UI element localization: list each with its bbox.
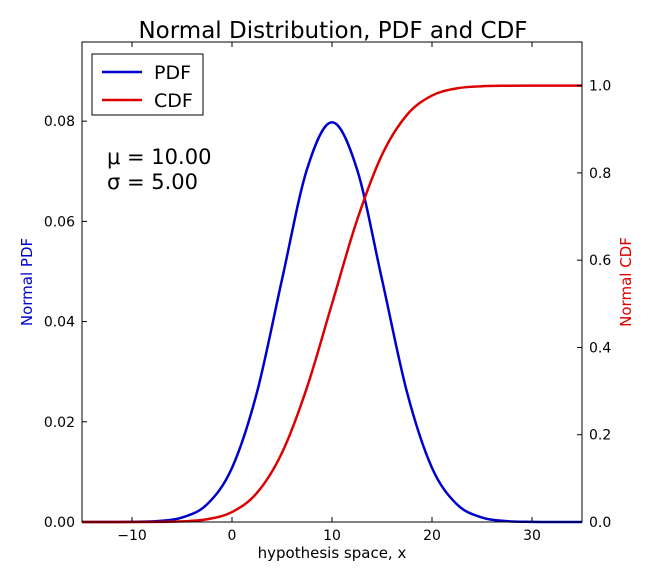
x-tick-label: 0 xyxy=(228,528,237,544)
y-left-axis-label: Normal PDF xyxy=(18,238,36,326)
legend-label-cdf: CDF xyxy=(154,90,193,112)
y-right-tick-label: 0.0 xyxy=(589,515,611,531)
sigma-annotation: σ = 5.00 xyxy=(107,170,198,194)
chart-title: Normal Distribution, PDF and CDF xyxy=(138,18,527,44)
y-right-tick-label: 0.6 xyxy=(589,253,611,269)
legend-label-pdf: PDF xyxy=(154,62,191,84)
y-right-tick-label: 0.8 xyxy=(589,166,611,182)
y-left-tick-label: 0.00 xyxy=(44,515,75,531)
y-left-tick-label: 0.08 xyxy=(44,114,75,130)
legend-box xyxy=(91,53,204,116)
y-left-tick-label: 0.06 xyxy=(44,214,75,230)
y-right-tick-label: 1.0 xyxy=(589,79,611,95)
x-tick-label: 30 xyxy=(523,528,541,544)
x-axis-label: hypothesis space, x xyxy=(258,544,407,562)
x-tick-label: 10 xyxy=(323,528,341,544)
y-left-tick-label: 0.02 xyxy=(44,415,75,431)
y-right-tick-label: 0.2 xyxy=(589,428,611,444)
x-tick-label: −10 xyxy=(117,528,147,544)
series-line-pdf xyxy=(81,120,583,524)
x-tick-label: 20 xyxy=(423,528,441,544)
y-right-tick-label: 0.4 xyxy=(589,340,611,356)
y-right-axis-label: Normal CDF xyxy=(617,237,635,327)
y-left-tick-label: 0.04 xyxy=(44,315,75,331)
legend: PDF CDF xyxy=(91,53,204,116)
mu-annotation: μ = 10.00 xyxy=(107,145,211,169)
